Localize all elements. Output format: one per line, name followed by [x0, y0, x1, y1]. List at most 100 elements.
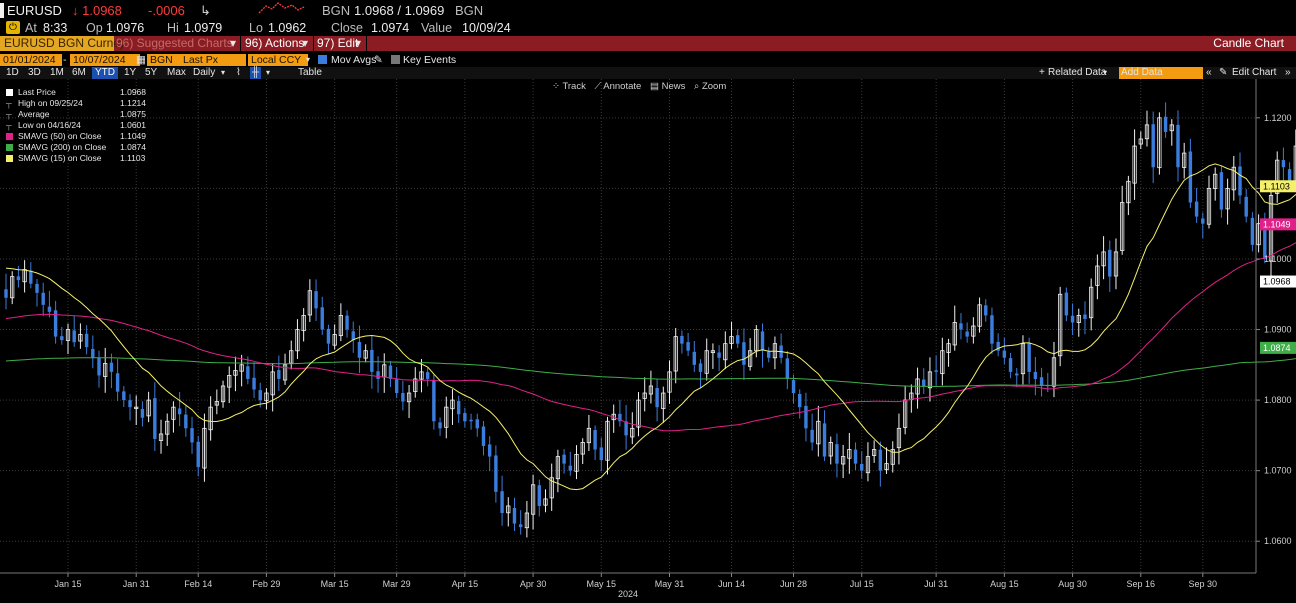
moving-averages — [5, 163, 1296, 491]
track-button[interactable]: Track — [562, 81, 586, 92]
candle-body — [673, 336, 678, 372]
candle-body — [1113, 251, 1119, 277]
key-events-checkbox[interactable] — [391, 55, 400, 64]
legend-swatch: ┬ — [6, 110, 12, 119]
calendar-icon[interactable]: ▦ — [136, 54, 146, 66]
period-1d[interactable]: 1D — [6, 67, 19, 78]
expand-icon[interactable]: » — [1285, 67, 1291, 78]
candle-body — [1002, 350, 1007, 358]
legend-item[interactable]: SMAVG (50) on Close 1.1049 — [6, 131, 151, 142]
zoom-button[interactable]: Zoom — [701, 81, 727, 92]
candle-body — [524, 512, 529, 529]
key-events-label[interactable]: Key Events — [403, 54, 457, 66]
candle-body — [1287, 169, 1292, 182]
candle-body — [128, 400, 132, 408]
candle-body — [748, 350, 753, 367]
candle-body — [406, 392, 412, 403]
candle-body — [1250, 217, 1255, 245]
legend-item[interactable]: ┬ High on 09/25/24 1.1214 — [6, 98, 151, 109]
candle-body — [190, 428, 194, 443]
currency-select[interactable]: Local CCY — [248, 54, 308, 66]
period-1y[interactable]: 1Y — [124, 67, 137, 78]
candle-body — [1070, 315, 1075, 323]
candle-body — [568, 465, 572, 471]
frequency-select[interactable]: Daily — [193, 67, 216, 78]
field-select[interactable]: Last Px — [180, 54, 246, 66]
legend-item[interactable]: ┬ Low on 04/16/24 1.0601 — [6, 120, 151, 131]
related-data-menu[interactable]: Related Data — [1048, 67, 1107, 78]
plus-icon[interactable]: + — [1039, 67, 1045, 78]
actions-menu[interactable]: 96) Actions — [245, 36, 305, 50]
x-tick-label: Apr 15 — [452, 579, 479, 589]
divider — [313, 36, 314, 51]
legend-value: 1.0874 — [120, 142, 146, 152]
table-button[interactable]: Table — [298, 67, 322, 78]
chart-canvas[interactable]: 1.06001.07001.08001.09001.10001.11001.12… — [0, 79, 1296, 600]
legend-swatch — [6, 89, 13, 96]
ticker-label[interactable]: EURUSD — [7, 3, 62, 18]
candle-body — [65, 329, 71, 341]
annotate-icon[interactable]: ⟋ — [594, 81, 602, 92]
mov-avgs-label[interactable]: Mov Avgs — [331, 54, 377, 66]
candle-body — [1169, 124, 1174, 132]
related-dropdown-icon[interactable]: ▾ — [1103, 68, 1108, 77]
period-6m[interactable]: 6M — [72, 67, 86, 78]
candle-body — [1176, 124, 1180, 168]
price-chart[interactable]: 1.06001.07001.08001.09001.10001.11001.12… — [0, 79, 1296, 600]
candle-body — [1089, 286, 1094, 319]
news-button[interactable]: News — [661, 81, 686, 92]
alert-icon[interactable]: ⏻ — [6, 21, 20, 34]
edit-chart-icon[interactable]: ✎ — [1219, 67, 1228, 78]
period-1m[interactable]: 1M — [50, 67, 64, 78]
candle-body — [314, 291, 318, 309]
chart-type-dropdown-icon[interactable]: ▾ — [266, 68, 271, 77]
candle-body — [122, 391, 126, 401]
news-icon[interactable]: ▤ — [649, 81, 659, 92]
settings-bar: 01/01/2024 - 10/07/2024 ▦ BGN Last Px Lo… — [0, 53, 1296, 67]
period-max[interactable]: Max — [167, 67, 186, 78]
suggested-dropdown-icon[interactable]: ▾ — [230, 36, 237, 50]
candle-body — [1157, 117, 1162, 169]
frequency-dropdown-icon[interactable]: ▾ — [221, 68, 226, 77]
candle-body — [624, 421, 628, 436]
legend-item[interactable]: SMAVG (15) on Close 1.1103 — [6, 153, 151, 164]
legend-item[interactable]: Last Price 1.0968 — [6, 87, 151, 98]
zoom-icon[interactable]: ⌕ — [693, 81, 700, 92]
candle-body — [680, 335, 684, 344]
candle-body — [1126, 180, 1131, 204]
annotate-button[interactable]: Annotate — [603, 81, 642, 92]
edit-chart-button[interactable]: Edit Chart — [1232, 67, 1277, 78]
legend-item[interactable]: SMAVG (200) on Close 1.0874 — [6, 142, 151, 153]
legend-value: 1.1103 — [120, 153, 146, 163]
edit-menu[interactable]: 97) Edit — [317, 36, 359, 50]
mov-avgs-checkbox[interactable] — [318, 55, 327, 64]
period-5y[interactable]: 5Y — [145, 67, 158, 78]
edit-dropdown-icon[interactable]: ▾ — [355, 36, 362, 50]
candle-body — [835, 444, 839, 464]
collapse-icon[interactable]: « — [1206, 67, 1212, 78]
actions-dropdown-icon[interactable]: ▾ — [302, 36, 309, 50]
security-button[interactable]: EURUSD BGN Curncy — [0, 36, 125, 51]
source-field[interactable]: BGN — [147, 54, 180, 66]
period-ytd[interactable]: YTD — [92, 67, 118, 79]
period-3d[interactable]: 3D — [28, 67, 41, 78]
candle-body — [481, 426, 486, 446]
add-data-input[interactable]: Add Data — [1119, 67, 1203, 79]
legend-value: 1.0601 — [120, 120, 146, 130]
x-tick-label: Mar 29 — [383, 579, 411, 589]
suggested-charts-menu[interactable]: 96) Suggested Charts — [116, 36, 233, 50]
currency-dropdown-icon[interactable]: ▾ — [306, 55, 311, 64]
line-chart-icon[interactable]: ⌇ — [236, 67, 241, 78]
pencil-icon[interactable]: ✎ — [374, 54, 383, 66]
chart-legend[interactable]: Last Price 1.0968 ┬ High on 09/25/24 1.1214 ┬… — [6, 87, 151, 164]
start-date-field[interactable]: 01/01/2024 — [0, 54, 62, 66]
candle-body — [810, 429, 814, 443]
candle-body — [41, 292, 45, 305]
candle-body — [642, 392, 647, 399]
candle-chart-icon[interactable]: ╫ — [250, 67, 262, 79]
track-icon[interactable]: ⁘ — [552, 81, 560, 92]
sma15-line — [5, 163, 1296, 491]
end-date-field[interactable]: 10/07/2024 — [70, 54, 140, 66]
legend-item[interactable]: ┬ Average 1.0875 — [6, 109, 151, 120]
candle-body — [487, 444, 492, 457]
